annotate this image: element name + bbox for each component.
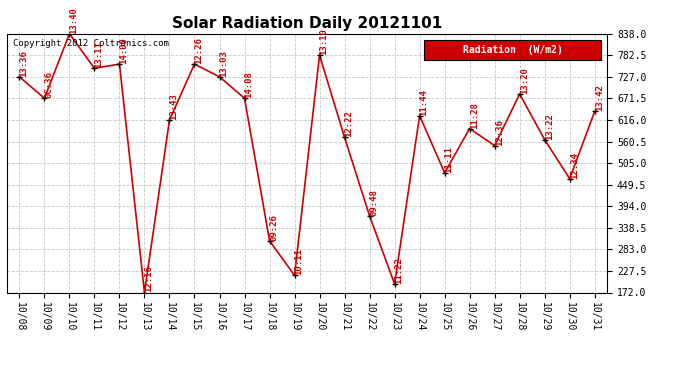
Text: Radiation  (W/m2): Radiation (W/m2) bbox=[463, 45, 562, 55]
Text: 10:11: 10:11 bbox=[295, 249, 304, 275]
Text: 13:03: 13:03 bbox=[219, 50, 228, 77]
Text: 13:40: 13:40 bbox=[70, 7, 79, 34]
Text: 13:36: 13:36 bbox=[19, 50, 28, 77]
Text: 13:22: 13:22 bbox=[544, 113, 553, 140]
Text: 11:44: 11:44 bbox=[420, 89, 428, 116]
Text: 12:36: 12:36 bbox=[495, 119, 504, 146]
Text: 0C:36: 0C:36 bbox=[44, 71, 53, 98]
Text: 12:34: 12:34 bbox=[570, 152, 579, 178]
Text: 09:48: 09:48 bbox=[370, 189, 379, 216]
Text: 11:22: 11:22 bbox=[395, 257, 404, 284]
Text: 13:42: 13:42 bbox=[595, 85, 604, 111]
Title: Solar Radiation Daily 20121101: Solar Radiation Daily 20121101 bbox=[172, 16, 442, 31]
Text: 13:43: 13:43 bbox=[170, 93, 179, 120]
Text: 11:11: 11:11 bbox=[444, 146, 453, 173]
Text: 13:11: 13:11 bbox=[95, 42, 103, 68]
Text: 12:16: 12:16 bbox=[144, 266, 153, 292]
Text: 13:20: 13:20 bbox=[520, 67, 529, 94]
Text: 14:00: 14:00 bbox=[119, 37, 128, 64]
Text: 09:26: 09:26 bbox=[270, 214, 279, 241]
Text: 12:22: 12:22 bbox=[344, 111, 353, 138]
FancyBboxPatch shape bbox=[424, 40, 601, 60]
Text: Copyright 2012 Coltronics.com: Copyright 2012 Coltronics.com bbox=[13, 39, 169, 48]
Text: 11:28: 11:28 bbox=[470, 102, 479, 129]
Text: 12:26: 12:26 bbox=[195, 37, 204, 64]
Text: 14:08: 14:08 bbox=[244, 71, 253, 98]
Text: 13:10: 13:10 bbox=[319, 28, 328, 55]
